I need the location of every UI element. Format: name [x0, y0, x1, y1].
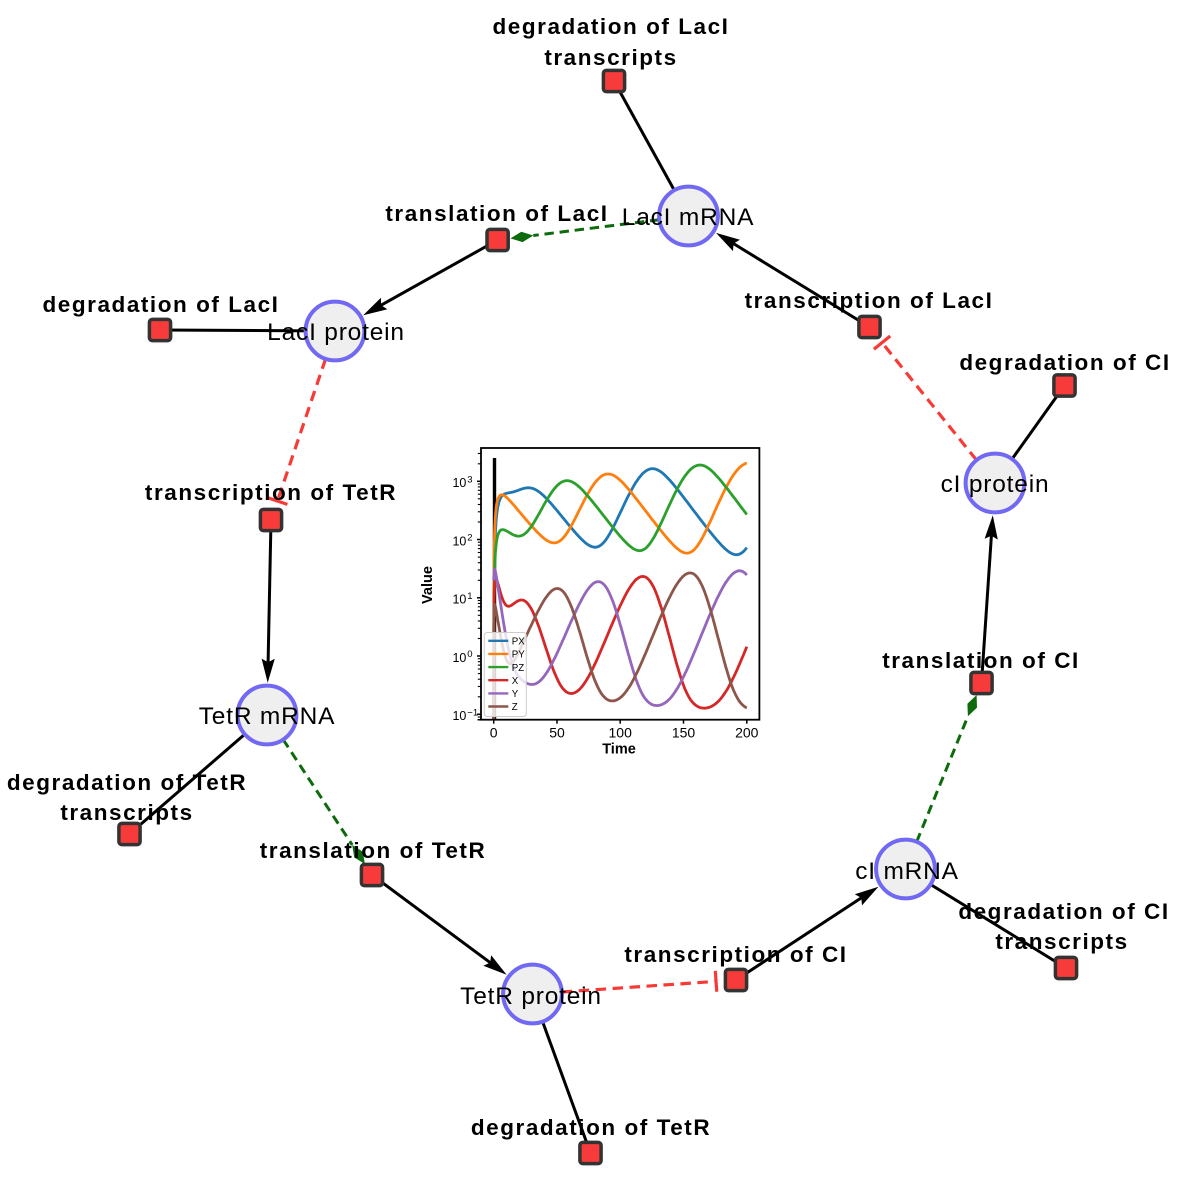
- svg-text:10: 10: [452, 709, 466, 723]
- svg-text:10: 10: [452, 651, 466, 665]
- svg-text:transcription of TetR: transcription of TetR: [145, 480, 397, 505]
- svg-text:Z: Z: [512, 702, 518, 713]
- svg-text:PX: PX: [512, 637, 525, 648]
- svg-text:10: 10: [452, 476, 466, 490]
- svg-text:10: 10: [452, 593, 466, 607]
- svg-text:transcripts: transcripts: [995, 929, 1128, 954]
- svg-text:TetR protein: TetR protein: [460, 983, 602, 1010]
- svg-text:Time: Time: [602, 742, 636, 758]
- svg-text:degradation of CI: degradation of CI: [958, 899, 1169, 924]
- svg-text:transcription of CI: transcription of CI: [624, 942, 847, 967]
- svg-text:LacI mRNA: LacI mRNA: [622, 204, 754, 231]
- svg-text:2: 2: [467, 533, 472, 544]
- svg-text:150: 150: [672, 725, 696, 741]
- svg-text:translation of LacI: translation of LacI: [385, 201, 608, 226]
- svg-text:PY: PY: [512, 650, 525, 661]
- svg-text:degradation of CI: degradation of CI: [959, 350, 1170, 375]
- svg-text:3: 3: [467, 474, 472, 485]
- svg-text:transcripts: transcripts: [60, 800, 193, 825]
- svg-text:translation of CI: translation of CI: [882, 648, 1080, 673]
- svg-text:Y: Y: [512, 689, 519, 700]
- svg-text:translation of TetR: translation of TetR: [260, 838, 487, 863]
- svg-text:degradation of LacI: degradation of LacI: [493, 14, 730, 39]
- svg-text:transcripts: transcripts: [544, 45, 677, 70]
- svg-text:0: 0: [467, 649, 472, 660]
- svg-text:LacI protein: LacI protein: [267, 319, 405, 346]
- svg-text:Value: Value: [420, 566, 436, 604]
- svg-text:100: 100: [609, 725, 633, 741]
- svg-text:PZ: PZ: [512, 663, 524, 674]
- svg-text:TetR mRNA: TetR mRNA: [199, 703, 336, 730]
- svg-text:200: 200: [735, 725, 759, 741]
- svg-text:X: X: [512, 676, 519, 687]
- svg-text:1: 1: [467, 591, 472, 602]
- svg-text:degradation of TetR: degradation of TetR: [471, 1115, 711, 1140]
- svg-text:degradation of LacI: degradation of LacI: [43, 292, 280, 317]
- svg-text:cI mRNA: cI mRNA: [855, 858, 959, 885]
- svg-text:cI protein: cI protein: [941, 471, 1050, 498]
- svg-text:50: 50: [549, 725, 565, 741]
- svg-text:degradation of TetR: degradation of TetR: [7, 770, 247, 795]
- svg-text:0: 0: [490, 725, 498, 741]
- svg-text:−1: −1: [467, 707, 478, 718]
- svg-text:10: 10: [452, 534, 466, 548]
- svg-text:transcription of LacI: transcription of LacI: [745, 288, 994, 313]
